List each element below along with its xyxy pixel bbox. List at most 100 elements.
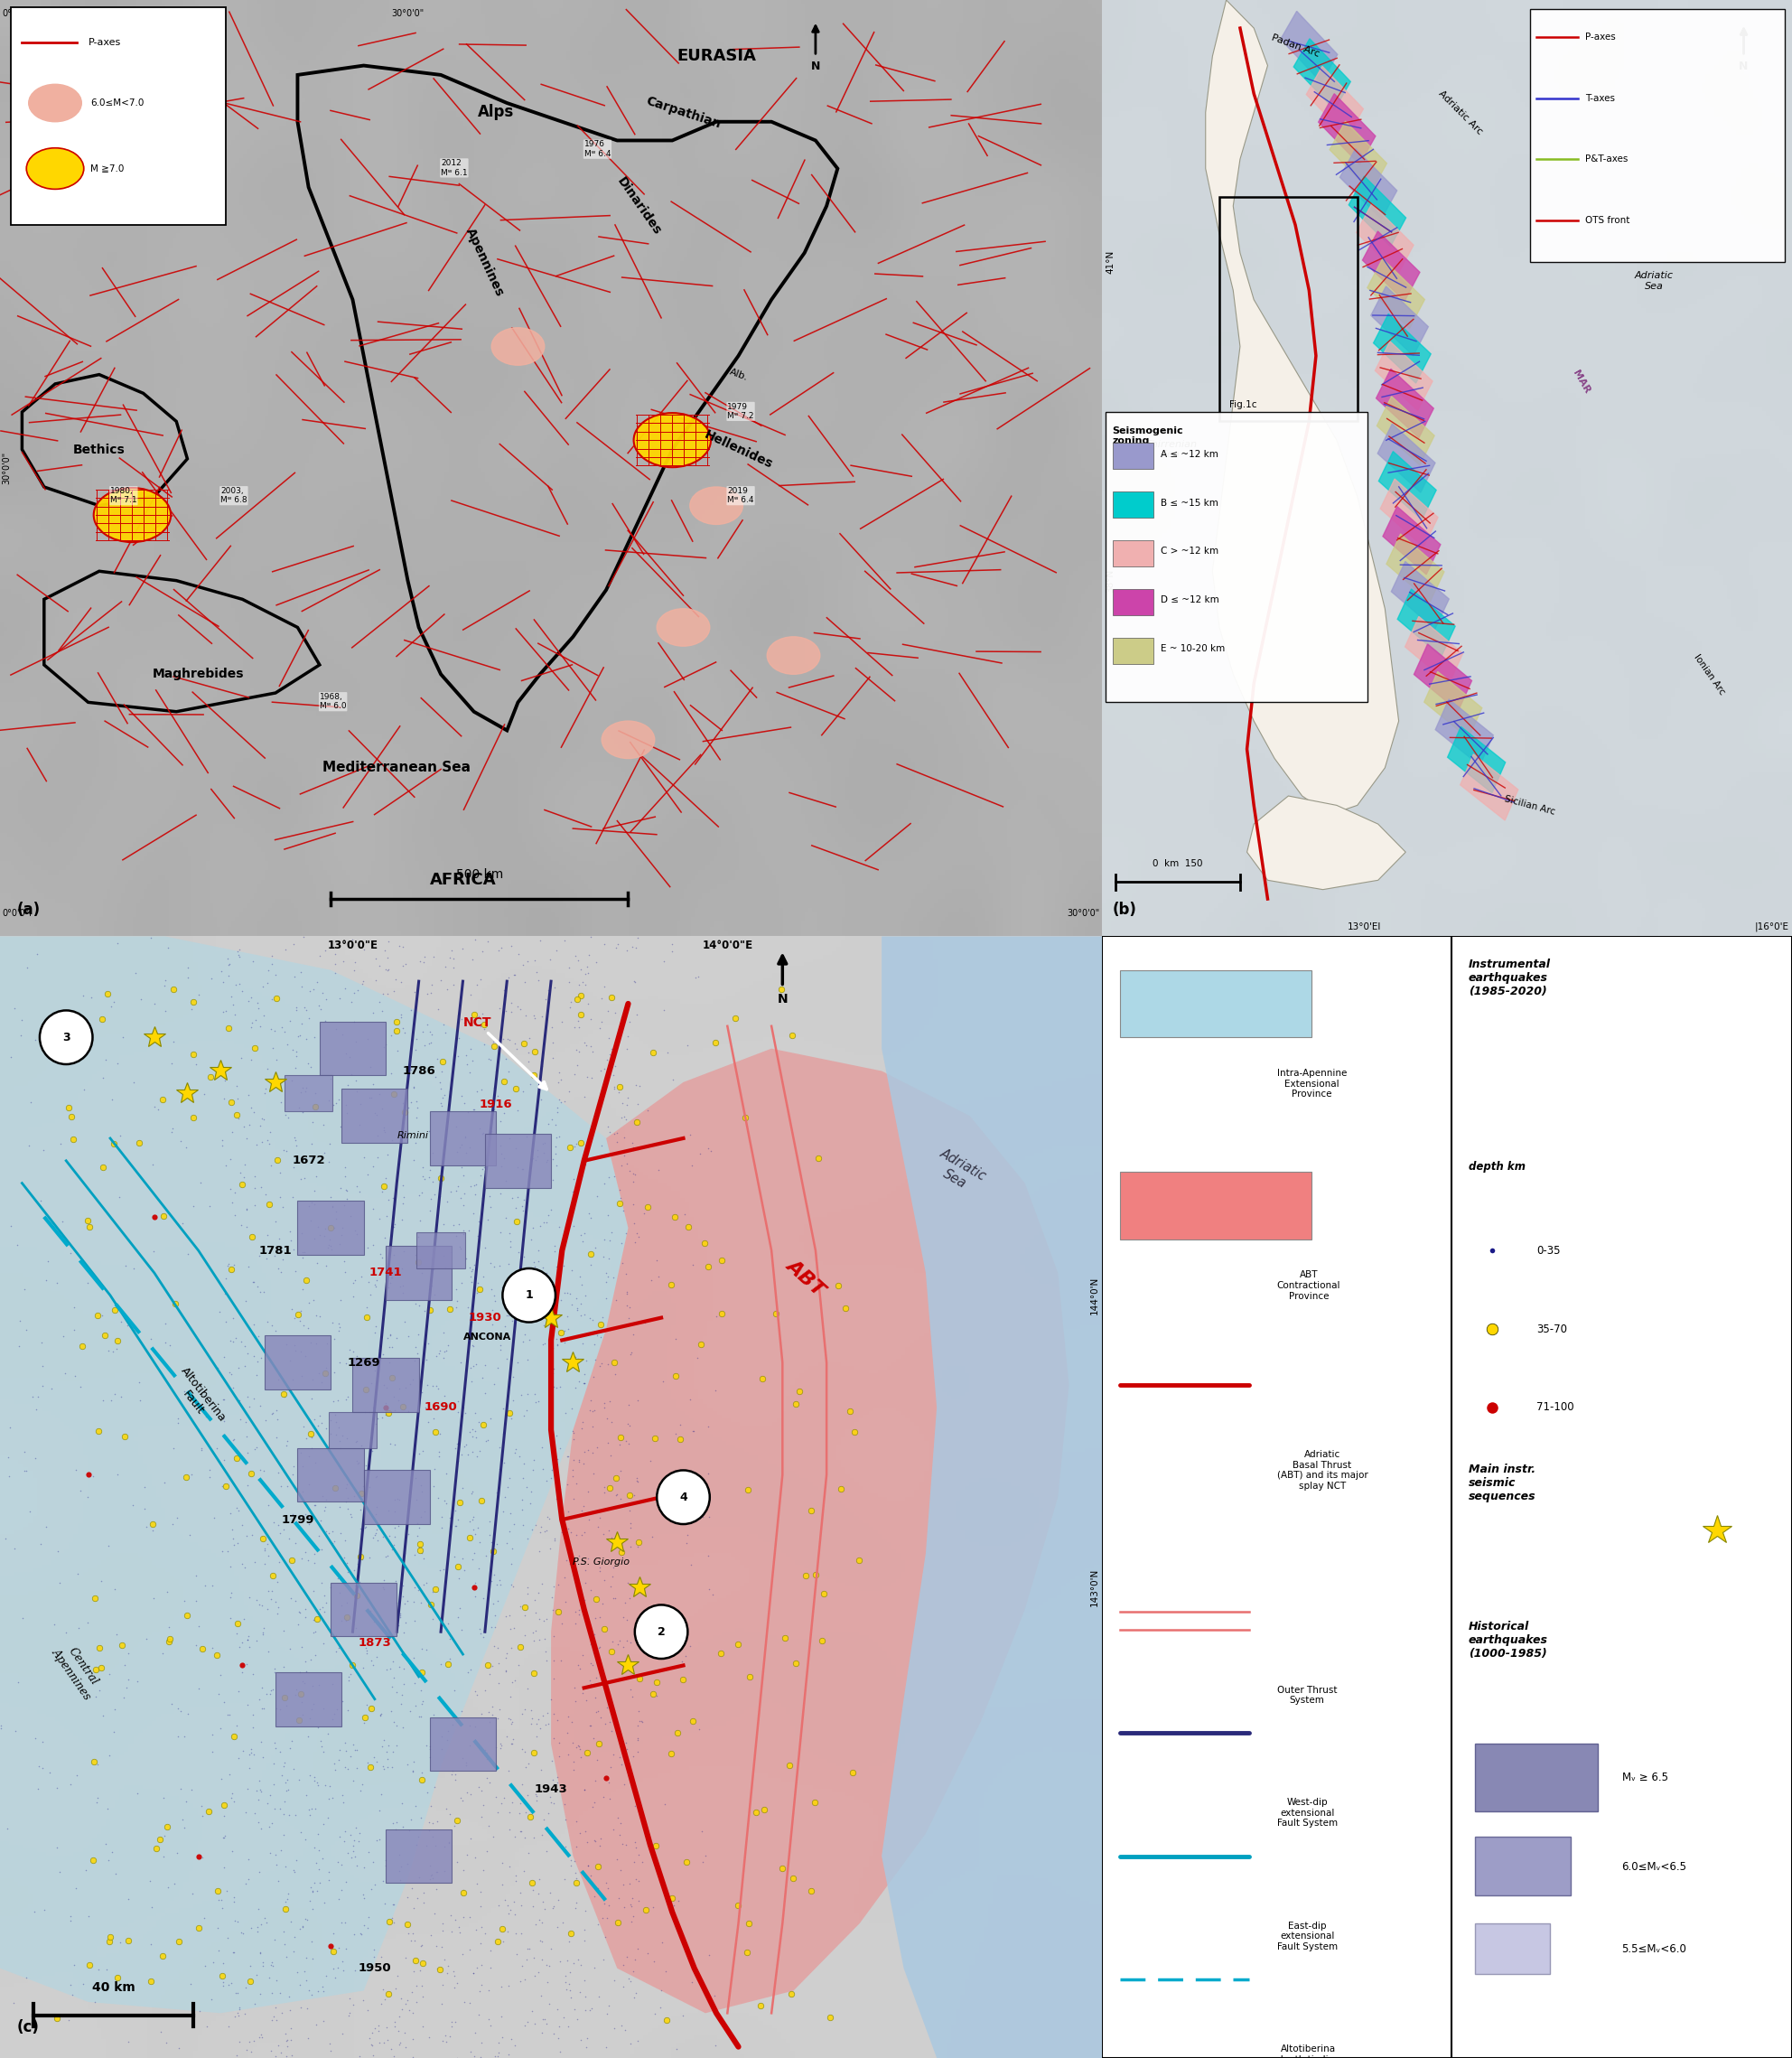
Point bbox=[367, 1729, 396, 1762]
Point bbox=[426, 1733, 455, 1766]
Point bbox=[570, 1774, 599, 1807]
Point bbox=[340, 947, 369, 980]
Point bbox=[36, 1755, 65, 1788]
Point bbox=[242, 1774, 271, 1807]
Point bbox=[237, 982, 265, 1015]
Point bbox=[514, 1045, 543, 1078]
Point bbox=[324, 1307, 353, 1340]
Point bbox=[439, 1208, 468, 1241]
Text: 144°0'N: 144°0'N bbox=[1090, 1276, 1098, 1315]
Point bbox=[588, 1902, 616, 1935]
Point bbox=[561, 938, 590, 971]
Point bbox=[564, 1943, 593, 1976]
Point bbox=[450, 1430, 478, 1463]
Point bbox=[529, 1251, 557, 1284]
Point bbox=[210, 1406, 238, 1439]
Point bbox=[220, 1885, 249, 1918]
Point bbox=[228, 1626, 256, 1659]
Point bbox=[407, 1587, 435, 1620]
Point bbox=[337, 1648, 366, 1681]
Point bbox=[265, 1793, 294, 1825]
Point bbox=[310, 1494, 339, 1527]
Point bbox=[570, 1436, 599, 1469]
Point bbox=[414, 1406, 443, 1439]
Point bbox=[401, 1332, 430, 1364]
Point bbox=[208, 955, 237, 988]
Point bbox=[538, 1683, 566, 1716]
Point bbox=[658, 1737, 686, 1770]
Point bbox=[308, 2004, 337, 2037]
Point bbox=[285, 1019, 314, 1052]
Text: 1916: 1916 bbox=[480, 1099, 513, 1111]
Point bbox=[459, 1350, 487, 1383]
Point bbox=[396, 1924, 425, 1957]
Bar bbox=[1319, 95, 1376, 165]
Point bbox=[314, 1854, 342, 1887]
Point bbox=[294, 1793, 323, 1825]
Point bbox=[319, 1089, 348, 1122]
Point bbox=[588, 1130, 616, 1163]
Point bbox=[579, 1395, 607, 1428]
Point bbox=[380, 1484, 409, 1517]
Point bbox=[305, 1669, 333, 1702]
Point bbox=[306, 1725, 335, 1758]
Point bbox=[217, 1581, 246, 1613]
Point bbox=[529, 1072, 557, 1105]
Point bbox=[418, 1136, 446, 1169]
Polygon shape bbox=[1247, 796, 1405, 889]
Bar bbox=[1306, 66, 1364, 138]
Point bbox=[319, 1356, 348, 1389]
Point bbox=[224, 938, 253, 971]
Point bbox=[498, 1667, 527, 1700]
Point bbox=[426, 963, 455, 996]
Point bbox=[353, 1231, 382, 1264]
Point bbox=[640, 1945, 668, 1978]
Point bbox=[219, 1185, 247, 1218]
Point bbox=[466, 1072, 495, 1105]
Point bbox=[453, 1776, 482, 1809]
Point bbox=[423, 1043, 452, 1076]
Point bbox=[466, 1910, 495, 1943]
Point bbox=[231, 1406, 260, 1439]
Point bbox=[276, 2011, 305, 2044]
Point bbox=[455, 1902, 484, 1935]
Point bbox=[593, 1200, 622, 1233]
Point bbox=[48, 1319, 77, 1352]
Point bbox=[478, 1025, 507, 1058]
Point bbox=[495, 1056, 523, 1089]
Point bbox=[600, 2013, 629, 2046]
Point bbox=[274, 1521, 303, 1554]
Point bbox=[441, 1764, 470, 1797]
Point bbox=[369, 1723, 398, 1755]
Point bbox=[495, 1397, 523, 1430]
Point bbox=[781, 1646, 810, 1679]
Point bbox=[694, 1410, 722, 1443]
Point bbox=[229, 1603, 258, 1636]
Point bbox=[448, 1877, 477, 1910]
Point bbox=[493, 1720, 521, 1753]
Point bbox=[258, 982, 287, 1015]
Point bbox=[349, 965, 378, 998]
Point bbox=[634, 1937, 663, 1970]
Point bbox=[299, 1021, 328, 1054]
Point bbox=[310, 1768, 339, 1801]
Point bbox=[600, 996, 629, 1029]
Point bbox=[328, 1218, 357, 1251]
Point bbox=[403, 1819, 432, 1852]
Point bbox=[328, 1906, 357, 1939]
Point bbox=[443, 1284, 471, 1317]
Point bbox=[136, 1323, 165, 1356]
Point bbox=[380, 1887, 409, 1920]
Point bbox=[229, 1735, 258, 1768]
Point bbox=[353, 1159, 382, 1192]
Point bbox=[539, 1309, 568, 1342]
Point bbox=[100, 1377, 129, 1410]
Point bbox=[364, 1795, 392, 1828]
Point bbox=[163, 1500, 192, 1533]
Point bbox=[602, 1115, 631, 1148]
Point bbox=[480, 1251, 509, 1284]
Point bbox=[366, 1823, 394, 1856]
Point bbox=[246, 1978, 274, 2011]
Point bbox=[274, 1101, 303, 1134]
Point bbox=[563, 1128, 591, 1161]
